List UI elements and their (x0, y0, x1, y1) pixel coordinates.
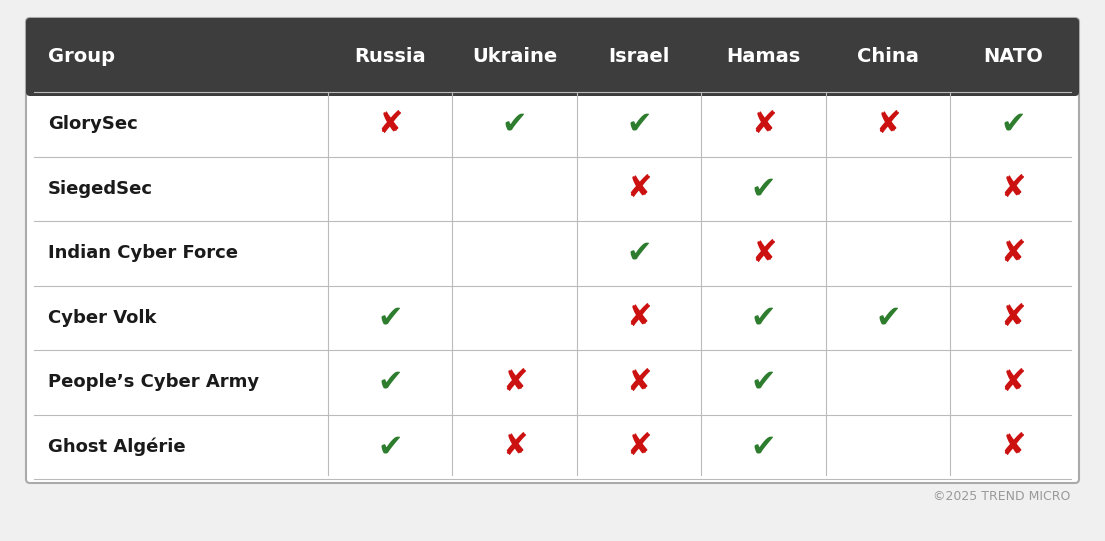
Text: ©2025 TREND MICRO: ©2025 TREND MICRO (933, 491, 1070, 504)
Text: ✔: ✔ (751, 368, 777, 397)
Text: Russia: Russia (355, 48, 425, 67)
Text: ✔: ✔ (627, 110, 652, 138)
Text: ✔: ✔ (377, 432, 403, 461)
Text: People’s Cyber Army: People’s Cyber Army (48, 373, 260, 391)
Text: ✘: ✘ (377, 110, 403, 138)
Text: ✘: ✘ (1000, 432, 1025, 461)
Text: Hamas: Hamas (727, 48, 801, 67)
Text: ✔: ✔ (377, 368, 403, 397)
Text: ✔: ✔ (875, 304, 901, 332)
Text: Indian Cyber Force: Indian Cyber Force (48, 244, 238, 262)
Text: ✘: ✘ (627, 432, 652, 461)
Text: ✘: ✘ (627, 368, 652, 397)
FancyBboxPatch shape (27, 18, 1078, 483)
Text: GlorySec: GlorySec (48, 115, 138, 133)
Text: ✘: ✘ (627, 304, 652, 332)
Text: ✘: ✘ (1000, 304, 1025, 332)
Text: ✘: ✘ (1000, 174, 1025, 203)
Text: ✔: ✔ (1000, 110, 1025, 138)
Text: NATO: NATO (982, 48, 1043, 67)
Text: Israel: Israel (609, 48, 670, 67)
Bar (30, 57, 1075, 92)
Text: ✘: ✘ (751, 110, 777, 138)
Text: ✔: ✔ (377, 304, 403, 332)
Text: Ghost Algérie: Ghost Algérie (48, 438, 186, 456)
Text: ✘: ✘ (627, 174, 652, 203)
FancyBboxPatch shape (27, 18, 1078, 96)
Text: SiegedSec: SiegedSec (48, 180, 152, 198)
Text: Ukraine: Ukraine (472, 48, 557, 67)
Text: ✔: ✔ (751, 304, 777, 332)
Text: ✔: ✔ (751, 432, 777, 461)
Text: ✘: ✘ (751, 239, 777, 268)
Text: Group: Group (48, 48, 115, 67)
Text: ✔: ✔ (751, 174, 777, 203)
Text: ✔: ✔ (627, 239, 652, 268)
Text: ✘: ✘ (502, 432, 527, 461)
Text: ✘: ✘ (502, 368, 527, 397)
Text: China: China (857, 48, 919, 67)
Text: Cyber Volk: Cyber Volk (48, 309, 157, 327)
Text: ✘: ✘ (1000, 239, 1025, 268)
Text: ✘: ✘ (875, 110, 901, 138)
Text: ✔: ✔ (502, 110, 527, 138)
Text: ✘: ✘ (1000, 368, 1025, 397)
